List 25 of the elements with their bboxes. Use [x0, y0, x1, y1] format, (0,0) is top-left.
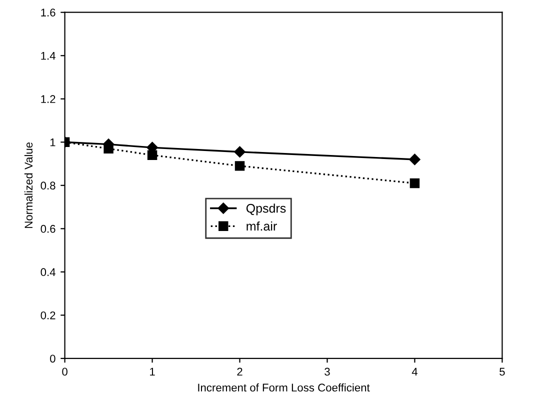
- point: [234, 146, 246, 158]
- y-tick-label: 0.6: [40, 224, 56, 233]
- y-tick-label: 1.6: [41, 8, 56, 16]
- point: [409, 154, 420, 166]
- y-tick-label: 1.4: [41, 52, 56, 60]
- x-tick-label: 0: [62, 368, 68, 376]
- x-tick-label: 3: [324, 368, 330, 376]
- legend-label: Qpsdrs: [246, 204, 286, 216]
- point: [234, 161, 245, 171]
- x-tick-label: 4: [412, 368, 418, 376]
- x-tick-label: 1: [150, 368, 155, 376]
- y-tick-label: 1: [50, 138, 56, 146]
- x-tick-label: 2: [237, 368, 242, 376]
- y-tick-label: 0.8: [40, 182, 56, 190]
- x-axis-title: Increment of Form Loss Coefficient: [198, 383, 370, 392]
- y-tick-label: 1.2: [41, 95, 56, 103]
- legend-label: mf.air: [246, 221, 277, 231]
- y-tick-label: 0.4: [40, 268, 56, 276]
- y-axis-title: Normalized Value: [24, 142, 33, 228]
- point: [410, 178, 420, 188]
- y-tick-label: 0.2: [40, 311, 56, 320]
- x-tick-label: 5: [500, 368, 505, 376]
- y-tick-label: 0: [50, 354, 56, 363]
- point: [104, 144, 114, 154]
- point: [147, 150, 158, 160]
